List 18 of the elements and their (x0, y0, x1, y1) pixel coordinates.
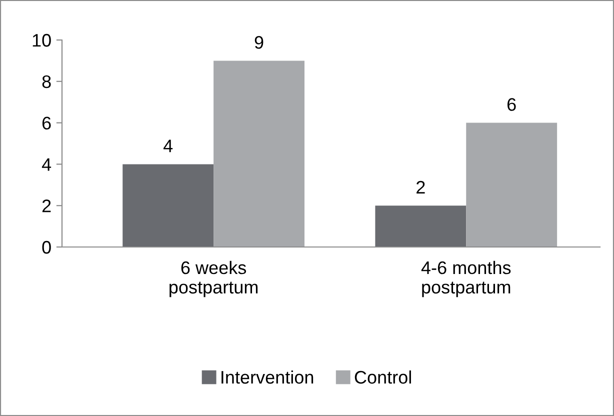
y-tick-label: 4 (42, 158, 52, 171)
y-tick-label: 2 (42, 200, 51, 212)
bar (466, 122, 558, 247)
y-tick-label: 10 (32, 34, 51, 47)
bar (375, 206, 466, 247)
bar (214, 60, 304, 247)
y-tick-label: 6 (42, 116, 51, 130)
data-label: 2 (416, 180, 425, 194)
data-label: 6 (507, 98, 516, 111)
data-label: 4 (163, 140, 173, 152)
x-tick-label: 6 weeks postpartum (170, 260, 258, 298)
x-tick-label: 4-6 months postpartum (421, 260, 511, 298)
y-tick-label: 8 (42, 75, 51, 88)
data-label: 9 (254, 36, 264, 49)
legend-label: Control (354, 370, 411, 384)
y-tick-label: 0 (42, 240, 51, 254)
legend-label: Intervention (222, 370, 314, 384)
bar (122, 164, 214, 247)
